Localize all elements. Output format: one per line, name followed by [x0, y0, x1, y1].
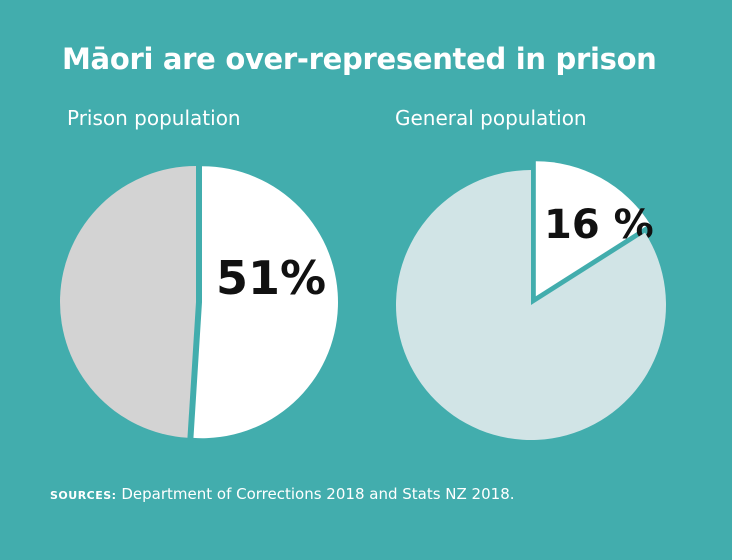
sources-key: SOURCES:: [50, 489, 117, 502]
pie-chart-general: 16 %: [395, 161, 666, 440]
pie-1-slice-0: [535, 161, 650, 297]
pie-0-slice-1: [60, 166, 196, 438]
sources-note: SOURCES: Department of Corrections 2018 …: [50, 485, 515, 503]
pie-chart-prison: 51%: [60, 166, 338, 439]
pie-1-slice-1: [395, 170, 666, 440]
pie-0-slice-0-label: 51%: [216, 251, 326, 305]
pie-label-prison: Prison population: [67, 106, 241, 130]
chart-title: Māori are over-represented in prison: [62, 42, 657, 76]
sources-text: Department of Corrections 2018 and Stats…: [116, 485, 515, 503]
pie-label-general: General population: [395, 106, 587, 130]
pie-0-slice-0: [193, 166, 338, 439]
